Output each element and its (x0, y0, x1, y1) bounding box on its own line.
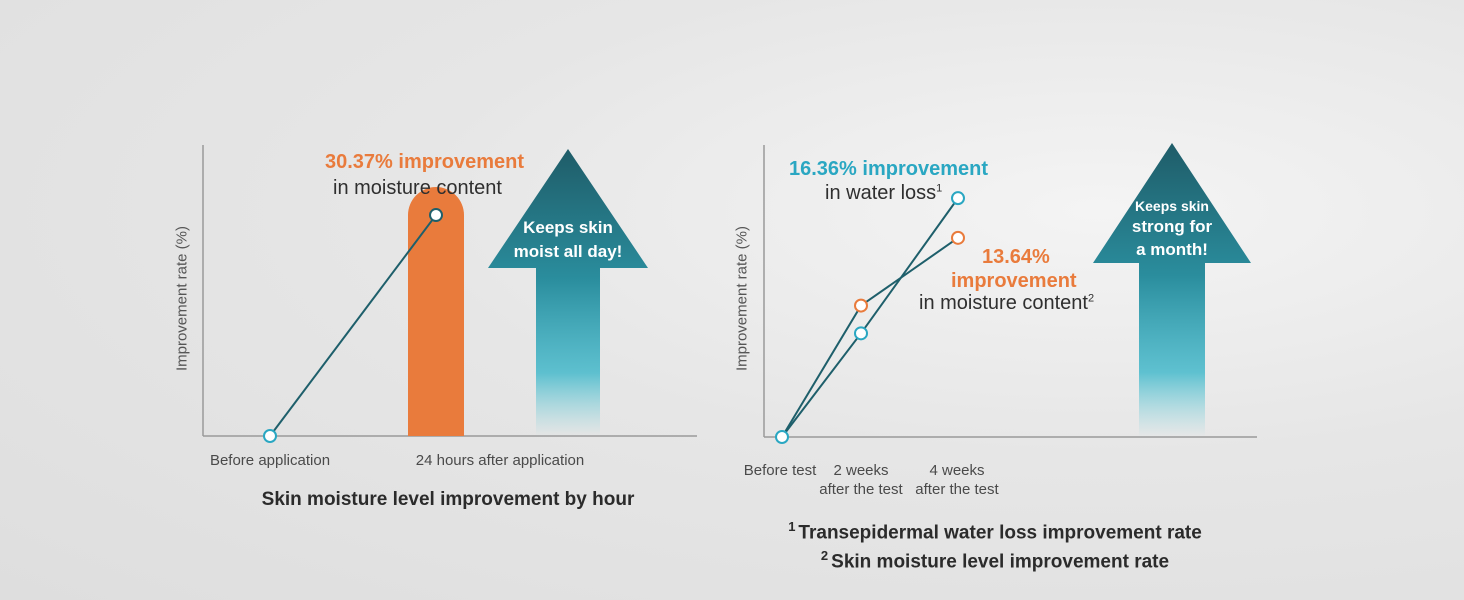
chart1-y-axis-label: Improvement rate (%) (173, 225, 191, 372)
chart2-series-moisture-point-2 (951, 230, 965, 245)
chart2-footnote-2-num: 2 (820, 548, 829, 563)
chart2-footnote-1-num: 1 (788, 519, 796, 534)
chart2-annotation1-value: 16.36% improvement (789, 158, 988, 180)
chart1-arrow-text-1: Keeps skin (523, 218, 613, 237)
chart2-up-arrow (1093, 143, 1251, 437)
chart2-series-water-loss-point-2 (951, 191, 965, 206)
chart2-x-tick-2: 2 weeks after the test (811, 461, 911, 499)
chart1-annotation-value: 30.37% improvement (325, 151, 524, 173)
chart2-point-origin (775, 430, 789, 444)
chart2-footnote-2-text: Skin moisture level improvement rate (831, 551, 1170, 573)
chart2-footnote-1-text: Transepidermal water loss improvement ra… (798, 522, 1202, 544)
chart1-line (269, 214, 437, 437)
chart2-x-tick-3-line2: after the test (915, 481, 999, 498)
chart1-point-before (263, 429, 277, 443)
chart2-y-axis-label: Improvement rate (%) (733, 225, 751, 372)
chart1-title: Skin moisture level improvement by hour (261, 489, 635, 510)
chart2-x-tick-1: Before test (735, 461, 825, 480)
chart2-annotation2-desc: in moisture content2 (919, 292, 1094, 315)
chart2-series-moisture-point-1 (854, 298, 868, 313)
chart2-annotation2-value2: improvement (951, 270, 1077, 292)
chart2-arrow-text-1: Keeps skin (1135, 198, 1209, 214)
chart2-x-tick-3: 4 weeks after the test (907, 461, 1007, 499)
chart2-series-water-loss-line (781, 197, 959, 438)
chart1-x-tick-1: Before application (209, 452, 331, 469)
chart2-annotation2-value: 13.64% (982, 246, 1050, 268)
chart1-arrow-text-2: moist all day! (513, 242, 623, 261)
chart2-footnote-2: 2 Skin moisture level improvement rate (745, 548, 1245, 573)
chart2-x-tick-2-line1: 2 weeks (833, 462, 889, 479)
chart2-x-tick-3-line1: 4 weeks (929, 462, 985, 479)
chart1-point-24h (429, 208, 443, 223)
chart2-annotation2-sup: 2 (1087, 292, 1095, 305)
chart2-footnote-1: 1 Transepidermal water loss improvement r… (745, 519, 1245, 544)
chart2-annotation1-sup: 1 (936, 182, 943, 195)
chart2-arrow-text-3: a month! (1136, 240, 1208, 259)
chart2-series-moisture-line (781, 237, 959, 438)
chart1-bar-24h (408, 187, 465, 436)
chart1-annotation-desc: in moisture content (333, 177, 502, 199)
chart2-annotation1-desc-text: in water loss (825, 182, 937, 204)
chart2-annotation1-desc: in water loss1 (825, 182, 942, 205)
chart1-up-arrow (488, 149, 648, 436)
chart2-annotation2-desc-text: in moisture content (919, 292, 1088, 314)
chart2-x-tick-2-line2: after the test (819, 481, 903, 498)
chart2-arrow-text-2: strong for (1131, 217, 1213, 236)
chart2-series-water-loss-point-1 (854, 326, 868, 341)
chart1-x-tick-2: 24 hours after application (415, 452, 585, 469)
chart2-x-tick-1-line1: Before test (743, 462, 817, 479)
